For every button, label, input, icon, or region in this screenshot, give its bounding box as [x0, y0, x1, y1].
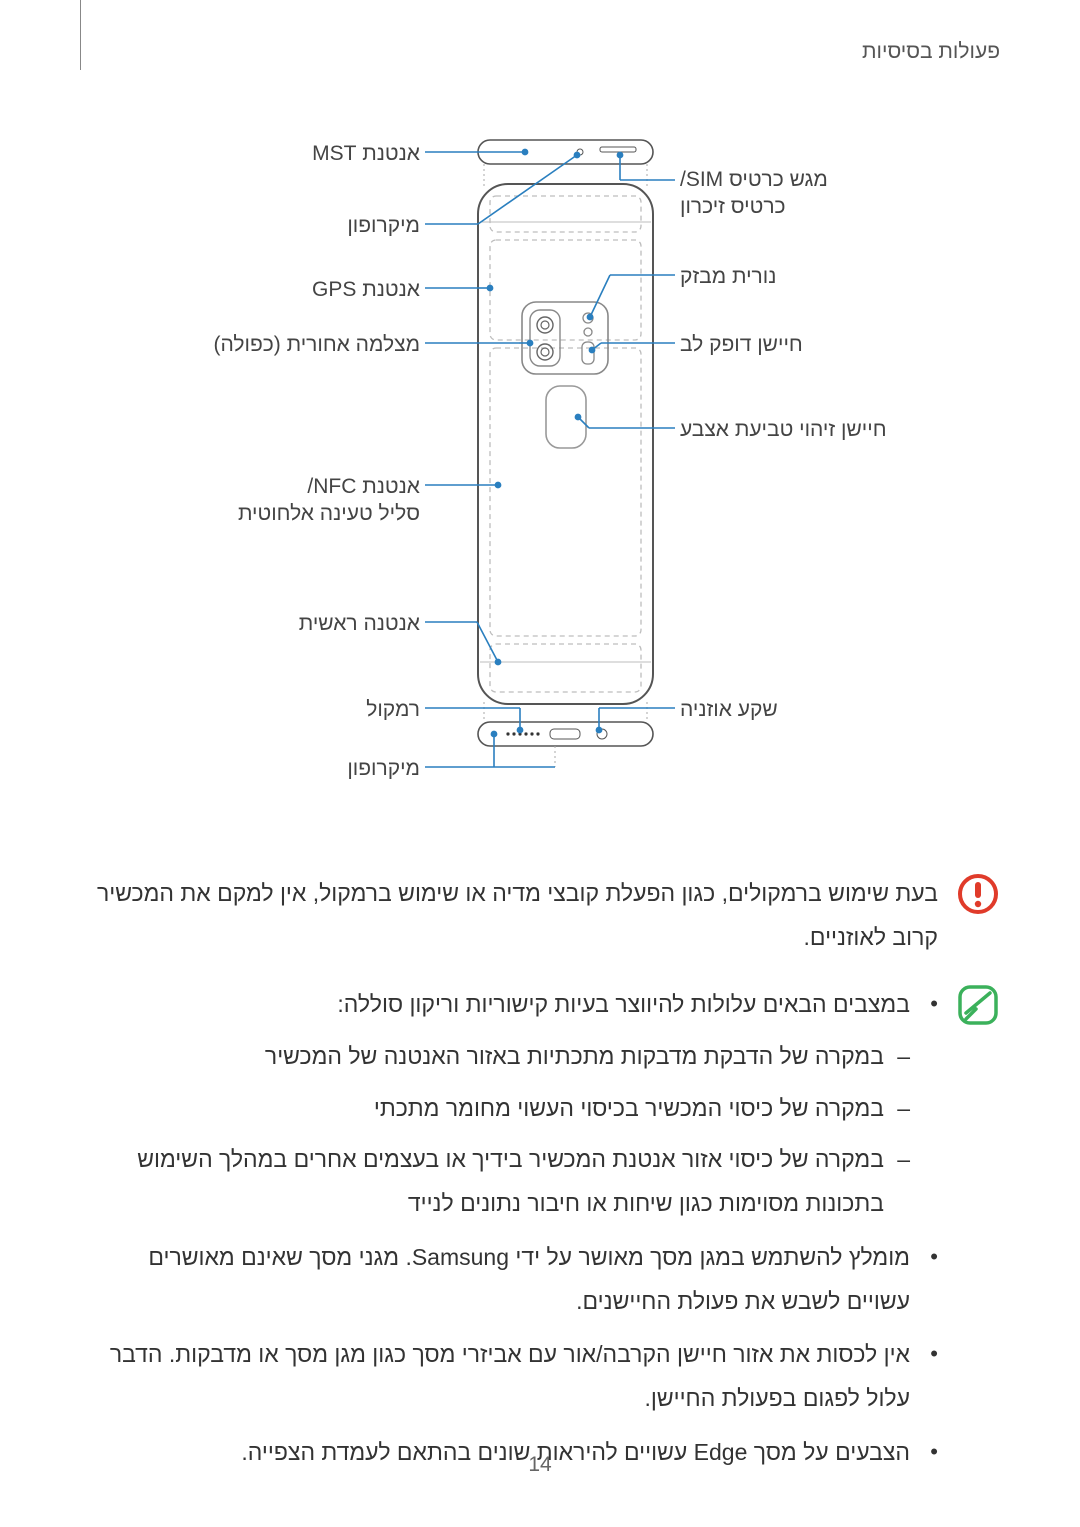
camera-module	[522, 302, 608, 374]
label-hr: חיישן דופק לב	[680, 331, 803, 358]
label-sim: מגש כרטיס SIM/ כרטיס זיכרון	[680, 166, 828, 221]
warning-icon	[956, 872, 1000, 916]
list-item: במצבים הבאים עלולות להיווצר בעיות קישורי…	[80, 983, 938, 1225]
page-header: פעולות בסיסיות	[80, 40, 1000, 72]
sub-list-item: במקרה של כיסוי אזור אנטנת המכשיר בידיך א…	[80, 1138, 910, 1225]
phone-body	[478, 184, 653, 704]
label-nfc: אנטנת NFC/ סליל טעינה אלחוטית	[238, 473, 420, 528]
speaker-grille	[507, 733, 539, 735]
sub-list-item: במקרה של כיסוי המכשיר בכיסוי העשוי מחומר…	[80, 1087, 910, 1131]
sub-list-item: במקרה של הדבקת מדבקות מתכתיות באזור האנט…	[80, 1035, 910, 1079]
label-gps: אנטנת GPS	[312, 276, 420, 303]
dashed-zones	[490, 196, 641, 692]
list-item: מומלץ להשתמש במגן מסך מאושר על ידי Samsu…	[80, 1236, 938, 1323]
info-icon	[956, 983, 1000, 1027]
header-title: פעולות בסיסיות	[862, 40, 1000, 63]
label-mic2: מיקרופון	[347, 755, 420, 782]
usb-port	[550, 729, 580, 739]
sim-slot	[600, 147, 636, 152]
page-number: 14	[0, 1453, 1080, 1477]
header-divider	[80, 0, 81, 70]
label-ear: שקע אוזניה	[680, 696, 778, 723]
phone-bottom-edge	[478, 722, 653, 746]
label-flash: נורית מבזק	[680, 263, 776, 290]
device-diagram: אנטנת MST מיקרופון אנטנת GPS מצלמה אחורי…	[80, 122, 1000, 842]
label-fp: חיישן זיהוי טביעת אצבע	[680, 416, 887, 443]
info-text: במצבים הבאים עלולות להיווצר בעיות קישורי…	[80, 983, 938, 1484]
label-cam: מצלמה אחורית (כפולה)	[214, 331, 421, 358]
label-mst: אנטנת MST	[312, 140, 420, 167]
label-mic1: מיקרופון	[347, 212, 420, 239]
diagram-svg	[80, 122, 1000, 842]
leader-lines	[425, 149, 675, 767]
view-tie-lines	[484, 164, 647, 767]
label-spk: רמקול	[366, 696, 420, 723]
list-item: אין לכסות את אזור חיישן הקרבה/אור עם אבי…	[80, 1333, 938, 1420]
warning-note: בעת שימוש ברמקולים, כגון הפעלת קובצי מדי…	[80, 872, 1000, 959]
info-note: במצבים הבאים עלולות להיווצר בעיות קישורי…	[80, 983, 1000, 1484]
label-main: אנטנה ראשית	[299, 610, 420, 637]
warning-text: בעת שימוש ברמקולים, כגון הפעלת קובצי מדי…	[80, 872, 938, 959]
bullet-text: במצבים הבאים עלולות להיווצר בעיות קישורי…	[337, 991, 910, 1017]
